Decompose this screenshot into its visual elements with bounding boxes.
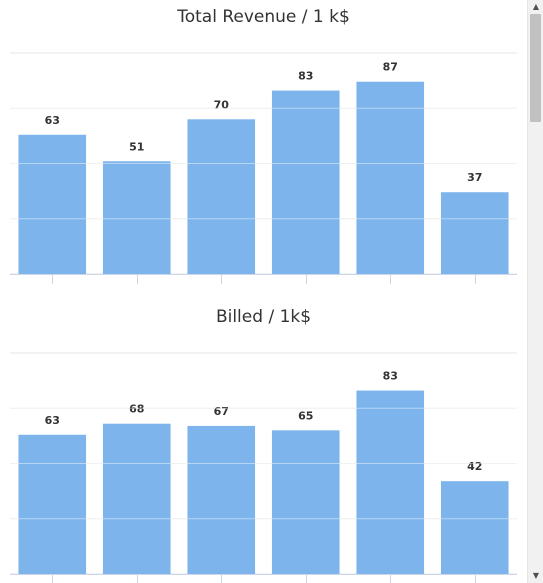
total-revenue-chart: 63 51 70 83 87 37 [10, 52, 517, 284]
bar [18, 434, 87, 574]
bar [271, 430, 340, 574]
data-label: 83 [298, 70, 313, 83]
data-label: 65 [298, 409, 313, 422]
data-label: 83 [383, 370, 398, 383]
data-label: 42 [467, 460, 482, 473]
scroll-up-icon[interactable]: ▲ [532, 2, 540, 11]
scrollbar-thumb[interactable] [530, 14, 541, 122]
data-label: 63 [45, 414, 60, 427]
data-label: 51 [129, 140, 144, 153]
data-label: 37 [467, 171, 482, 184]
bar [356, 81, 425, 274]
bar [356, 390, 425, 574]
bar [187, 119, 256, 274]
chart-title-billed: Billed / 1k$ [215, 307, 312, 327]
billed-chart: 63 68 67 65 83 42 [10, 352, 517, 583]
data-label: 70 [214, 98, 230, 111]
data-label: 63 [45, 114, 60, 127]
vertical-scrollbar[interactable]: ▲ ▼ [527, 0, 543, 583]
data-label: 87 [383, 61, 398, 74]
bar [187, 425, 256, 574]
data-label: 67 [214, 405, 229, 418]
bar [440, 192, 509, 274]
charts-panel: Total Revenue / 1 k$ 63 51 70 83 87 37 Billed… [10, 7, 517, 583]
bar [102, 161, 171, 274]
bar [440, 481, 509, 574]
bar [18, 134, 87, 274]
data-label: 68 [129, 403, 144, 416]
chart-title-total-revenue: Total Revenue / 1 k$ [177, 7, 350, 27]
scroll-down-icon[interactable]: ▼ [532, 571, 540, 580]
bar [102, 423, 171, 574]
bar [271, 90, 340, 274]
